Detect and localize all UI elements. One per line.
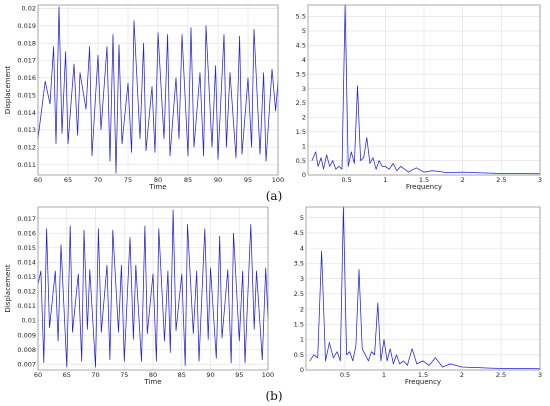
- y-tick-label: 0: [302, 171, 306, 179]
- chart-a-freq: 0.5 1 1.5 2 2.5 3 0 0.5 1 1.5 2 2.5 3 3.5 4 4.5 5 5.5 Freq…: [296, 4, 542, 191]
- y-tick-label: 0.02: [22, 5, 36, 13]
- y-tick-label: 0.016: [17, 74, 36, 82]
- x-tick-label: 2: [461, 176, 465, 184]
- y-tick-label: 0.008: [17, 346, 36, 354]
- plot-frame: [37, 4, 279, 176]
- x-tick-label: 1.5: [418, 371, 428, 379]
- x-tick-label: 1: [382, 371, 386, 379]
- y-tick-label: 0.5: [296, 157, 306, 165]
- x-tick-label: 80: [149, 371, 157, 379]
- series-line: [37, 209, 269, 368]
- plot-frame: [37, 206, 269, 371]
- y-tick-label: 3: [300, 275, 304, 283]
- y-tick-label: 0.015: [17, 91, 36, 99]
- x-tick-label: 1: [383, 176, 387, 184]
- series-line: [37, 6, 279, 174]
- y-tick-label: 0.016: [17, 229, 36, 237]
- x-tick-label: 100: [262, 371, 274, 379]
- y-axis-label: Displacement: [4, 66, 12, 114]
- y-tick-label: 1: [300, 336, 304, 344]
- x-tick-label: 95: [244, 176, 252, 184]
- y-tick-label: 0.015: [17, 244, 36, 252]
- y-tick-label: 0.012: [17, 288, 36, 296]
- y-tick-label: 2.5: [294, 290, 304, 298]
- x-axis-label: Time: [148, 183, 166, 191]
- x-tick-label: 0.5: [341, 176, 351, 184]
- x-tick-label: 70: [91, 371, 99, 379]
- x-tick-label: 75: [124, 176, 132, 184]
- x-tick-label: 60: [34, 371, 42, 379]
- panel-label-a: (a): [266, 189, 283, 203]
- x-tick-label: 100: [272, 176, 284, 184]
- y-tick-label: 0.007: [17, 360, 36, 368]
- y-axis-label: Displacement: [4, 264, 12, 312]
- y-tick-label: 2.5: [296, 99, 306, 107]
- x-axis-label: Frequency: [406, 183, 442, 191]
- x-tick-label: 65: [64, 176, 72, 184]
- chart-a-time: 60 65 70 75 80 85 90 95 100 0.011 0.012 0.013 0.014 0…: [4, 4, 284, 191]
- y-tick-label: 5: [300, 214, 304, 222]
- x-tick-label: 0.5: [340, 371, 350, 379]
- plot-frame: [307, 4, 541, 176]
- y-tick-label: 5.5: [296, 13, 306, 21]
- x-tick-label: 95: [235, 371, 243, 379]
- x-tick-label: 60: [34, 176, 42, 184]
- y-tick-label: 0.017: [17, 215, 36, 223]
- y-tick-label: 0.019: [17, 22, 36, 30]
- y-tick-label: 0.01: [22, 317, 36, 325]
- x-tick-label: 70: [94, 176, 102, 184]
- y-tick-label: 0: [300, 366, 304, 374]
- x-tick-label: 75: [120, 371, 128, 379]
- y-tick-label: 2: [300, 305, 304, 313]
- y-tick-label: 1: [302, 142, 306, 150]
- x-tick-label: 90: [214, 176, 222, 184]
- y-tick-label: 4: [302, 56, 306, 64]
- y-tick-label: 0.5: [294, 351, 304, 359]
- y-tick-label: 0.014: [17, 259, 36, 267]
- y-tick-label: 3: [302, 85, 306, 93]
- y-tick-label: 2: [302, 114, 306, 122]
- y-tick-label: 1.5: [296, 128, 306, 136]
- chart-b-freq: 0.5 1 1.5 2 2.5 3 0 0.5 1 1.5 2 2.5 3 3.5 4 4.5 5 Frequen…: [294, 206, 542, 386]
- y-tick-label: 0.013: [17, 273, 36, 281]
- y-tick-label: 4: [300, 244, 304, 252]
- y-tick-label: 0.011: [17, 302, 36, 310]
- x-tick-label: 3: [538, 371, 542, 379]
- y-tick-label: 5: [302, 27, 306, 35]
- y-tick-label: 3.5: [294, 260, 304, 268]
- series-line: [309, 206, 541, 370]
- y-tick-label: 1.5: [294, 320, 304, 328]
- x-tick-label: 80: [154, 176, 162, 184]
- x-axis-label: Time: [143, 378, 161, 386]
- x-tick-label: 85: [178, 371, 186, 379]
- x-tick-label: 2.5: [496, 371, 506, 379]
- x-axis-label: Frequency: [405, 378, 441, 386]
- x-tick-label: 85: [184, 176, 192, 184]
- x-tick-label: 2.5: [496, 176, 506, 184]
- chart-b-time: 60 65 70 75 80 85 90 95 100 0.007 0.008 0.009 0.01 0.…: [4, 206, 274, 386]
- x-tick-label: 65: [63, 371, 71, 379]
- y-tick-label: 0.017: [17, 57, 36, 65]
- y-tick-label: 0.012: [17, 143, 36, 151]
- y-tick-label: 4.5: [296, 42, 306, 50]
- plot-frame: [305, 206, 541, 371]
- y-tick-label: 0.011: [17, 161, 36, 169]
- x-tick-label: 1.5: [419, 176, 429, 184]
- y-tick-label: 0.013: [17, 126, 36, 134]
- panel-label-b: (b): [265, 389, 282, 403]
- x-tick-label: 90: [206, 371, 214, 379]
- series-line: [311, 4, 541, 175]
- y-tick-label: 4.5: [294, 229, 304, 237]
- y-tick-label: 0.009: [17, 331, 36, 339]
- charts-group: 60 65 70 75 80 85 90 95 1000.0110.0120.0130.0140…: [4, 4, 542, 386]
- y-tick-label: 3.5: [296, 70, 306, 78]
- x-tick-label: 3: [538, 176, 542, 184]
- y-tick-label: 0.018: [17, 39, 36, 47]
- x-tick-label: 2: [460, 371, 464, 379]
- y-tick-label: 0.014: [17, 109, 36, 117]
